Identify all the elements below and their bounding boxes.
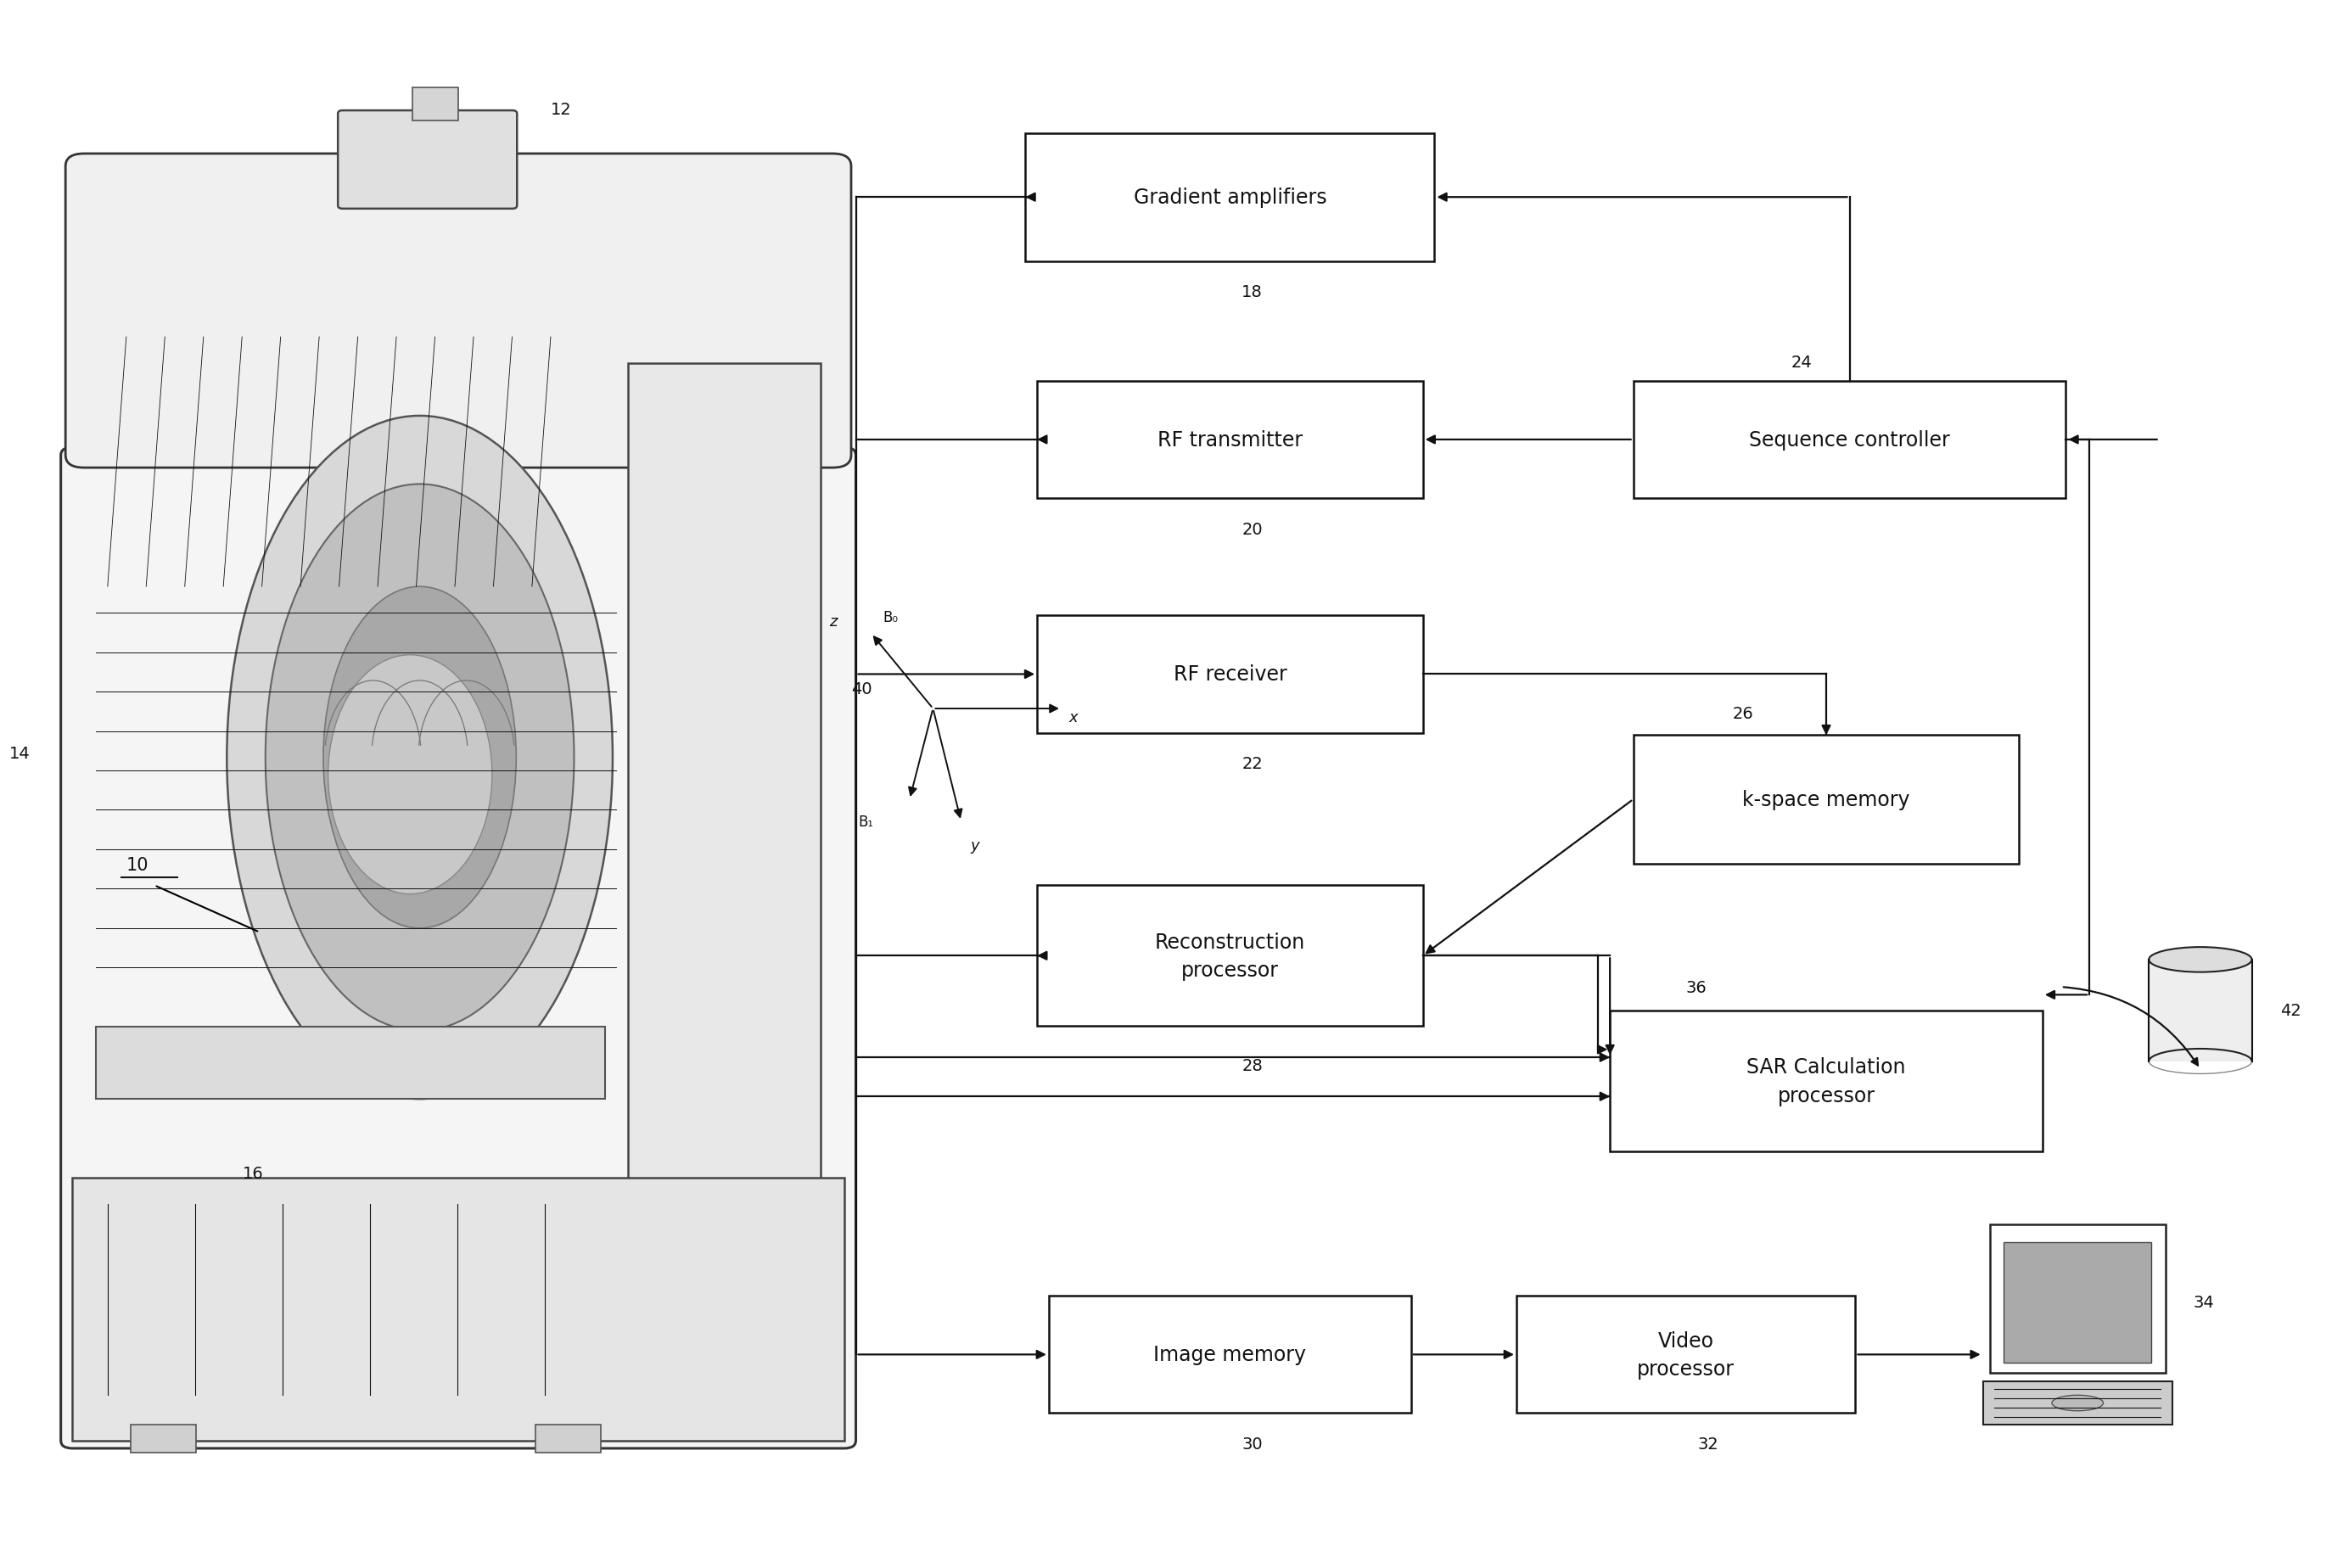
Text: 22: 22 [1242,756,1263,771]
Text: 30: 30 [1242,1436,1263,1452]
FancyBboxPatch shape [131,1425,197,1454]
FancyBboxPatch shape [1038,886,1422,1027]
Text: B₁: B₁ [858,814,874,829]
FancyBboxPatch shape [1038,381,1422,499]
Text: y: y [970,837,979,853]
FancyBboxPatch shape [628,364,820,1309]
Text: x: x [1068,710,1078,724]
Text: Reconstruction
processor: Reconstruction processor [1155,931,1305,980]
Text: 16: 16 [241,1165,262,1181]
FancyBboxPatch shape [96,1027,604,1099]
FancyBboxPatch shape [1050,1297,1410,1413]
Text: k-space memory: k-space memory [1743,789,1910,809]
FancyBboxPatch shape [337,111,518,210]
Text: Gradient amplifiers: Gradient amplifiers [1134,188,1326,209]
FancyBboxPatch shape [2003,1242,2151,1363]
FancyBboxPatch shape [1633,735,2020,864]
Text: 18: 18 [1242,284,1263,299]
Text: 10: 10 [127,856,148,873]
FancyBboxPatch shape [1982,1381,2172,1425]
Ellipse shape [2052,1396,2104,1411]
Ellipse shape [265,485,574,1030]
Text: 20: 20 [1242,522,1263,538]
Text: Sequence controller: Sequence controller [1750,430,1949,450]
Ellipse shape [323,586,515,928]
Text: 42: 42 [2280,1002,2301,1019]
Text: RF transmitter: RF transmitter [1157,430,1303,450]
Ellipse shape [2149,947,2252,972]
Text: 40: 40 [851,681,872,696]
FancyBboxPatch shape [537,1425,600,1454]
Text: SAR Calculation
processor: SAR Calculation processor [1746,1057,1905,1105]
FancyBboxPatch shape [73,1178,843,1441]
Ellipse shape [328,655,492,894]
FancyBboxPatch shape [61,448,855,1449]
Text: B₀: B₀ [883,610,897,624]
FancyBboxPatch shape [66,154,851,469]
Text: 26: 26 [1734,706,1753,721]
FancyBboxPatch shape [1610,1011,2043,1151]
Text: 28: 28 [1242,1057,1263,1074]
Text: 36: 36 [1687,980,1708,996]
Text: 32: 32 [1699,1436,1720,1452]
FancyBboxPatch shape [412,88,459,121]
FancyBboxPatch shape [1516,1297,1856,1413]
Text: 14: 14 [9,745,30,760]
Text: Video
processor: Video processor [1638,1330,1734,1378]
FancyBboxPatch shape [1989,1225,2165,1374]
FancyBboxPatch shape [1633,381,2067,499]
Ellipse shape [227,417,612,1099]
Text: 34: 34 [2193,1294,2214,1311]
Text: z: z [829,615,836,629]
FancyBboxPatch shape [2149,960,2252,1062]
Text: 12: 12 [551,102,572,118]
FancyBboxPatch shape [1038,616,1422,734]
FancyBboxPatch shape [1026,133,1434,262]
Text: 24: 24 [1790,354,1811,370]
Text: Image memory: Image memory [1153,1344,1307,1364]
Text: RF receiver: RF receiver [1174,665,1286,685]
